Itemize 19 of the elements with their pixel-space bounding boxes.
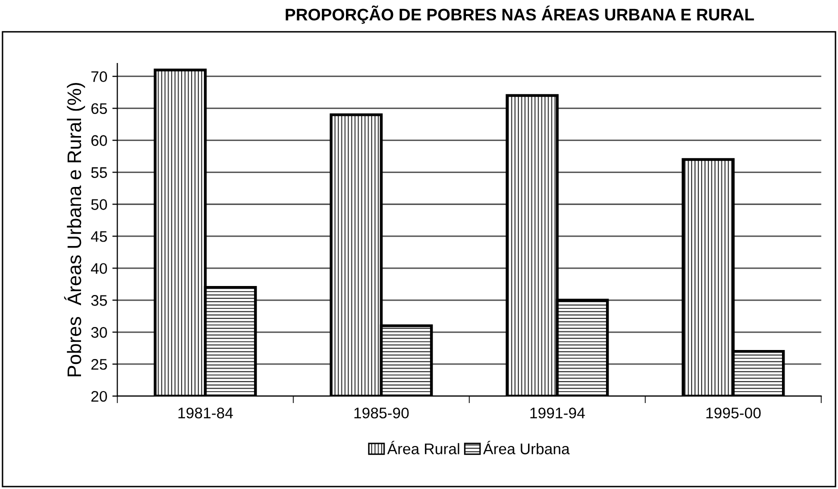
y-tick-label: 50 bbox=[91, 199, 107, 210]
y-tick-label: 65 bbox=[91, 103, 107, 114]
x-tick-label: 1985-90 bbox=[354, 408, 409, 418]
x-tick-label: 1991-94 bbox=[530, 408, 585, 418]
chart-title: PROPORÇÃO DE POBRES NAS ÁREAS URBANA E RURAL bbox=[286, 6, 754, 24]
legend-label: Área Rural bbox=[387, 440, 460, 454]
y-tick-label: 45 bbox=[90, 231, 107, 242]
y-tick-label: 55 bbox=[91, 167, 107, 178]
y-tick-label: 35 bbox=[91, 295, 107, 306]
y-tick-label: 25 bbox=[91, 358, 107, 370]
x-tick-label: 1981-84 bbox=[178, 408, 233, 418]
y-axis-title: Pobres Áreas Urbana e Rural (%) bbox=[64, 82, 86, 376]
legend-label: Área Urbana bbox=[483, 440, 570, 454]
y-tick-label: 20 bbox=[91, 390, 107, 402]
y-tick-label: 40 bbox=[90, 263, 107, 274]
y-tick-label: 70 bbox=[91, 71, 107, 82]
y-tick-label: 30 bbox=[91, 327, 107, 338]
y-tick-label: 60 bbox=[91, 135, 107, 146]
x-tick-label: 1995-00 bbox=[706, 408, 761, 418]
